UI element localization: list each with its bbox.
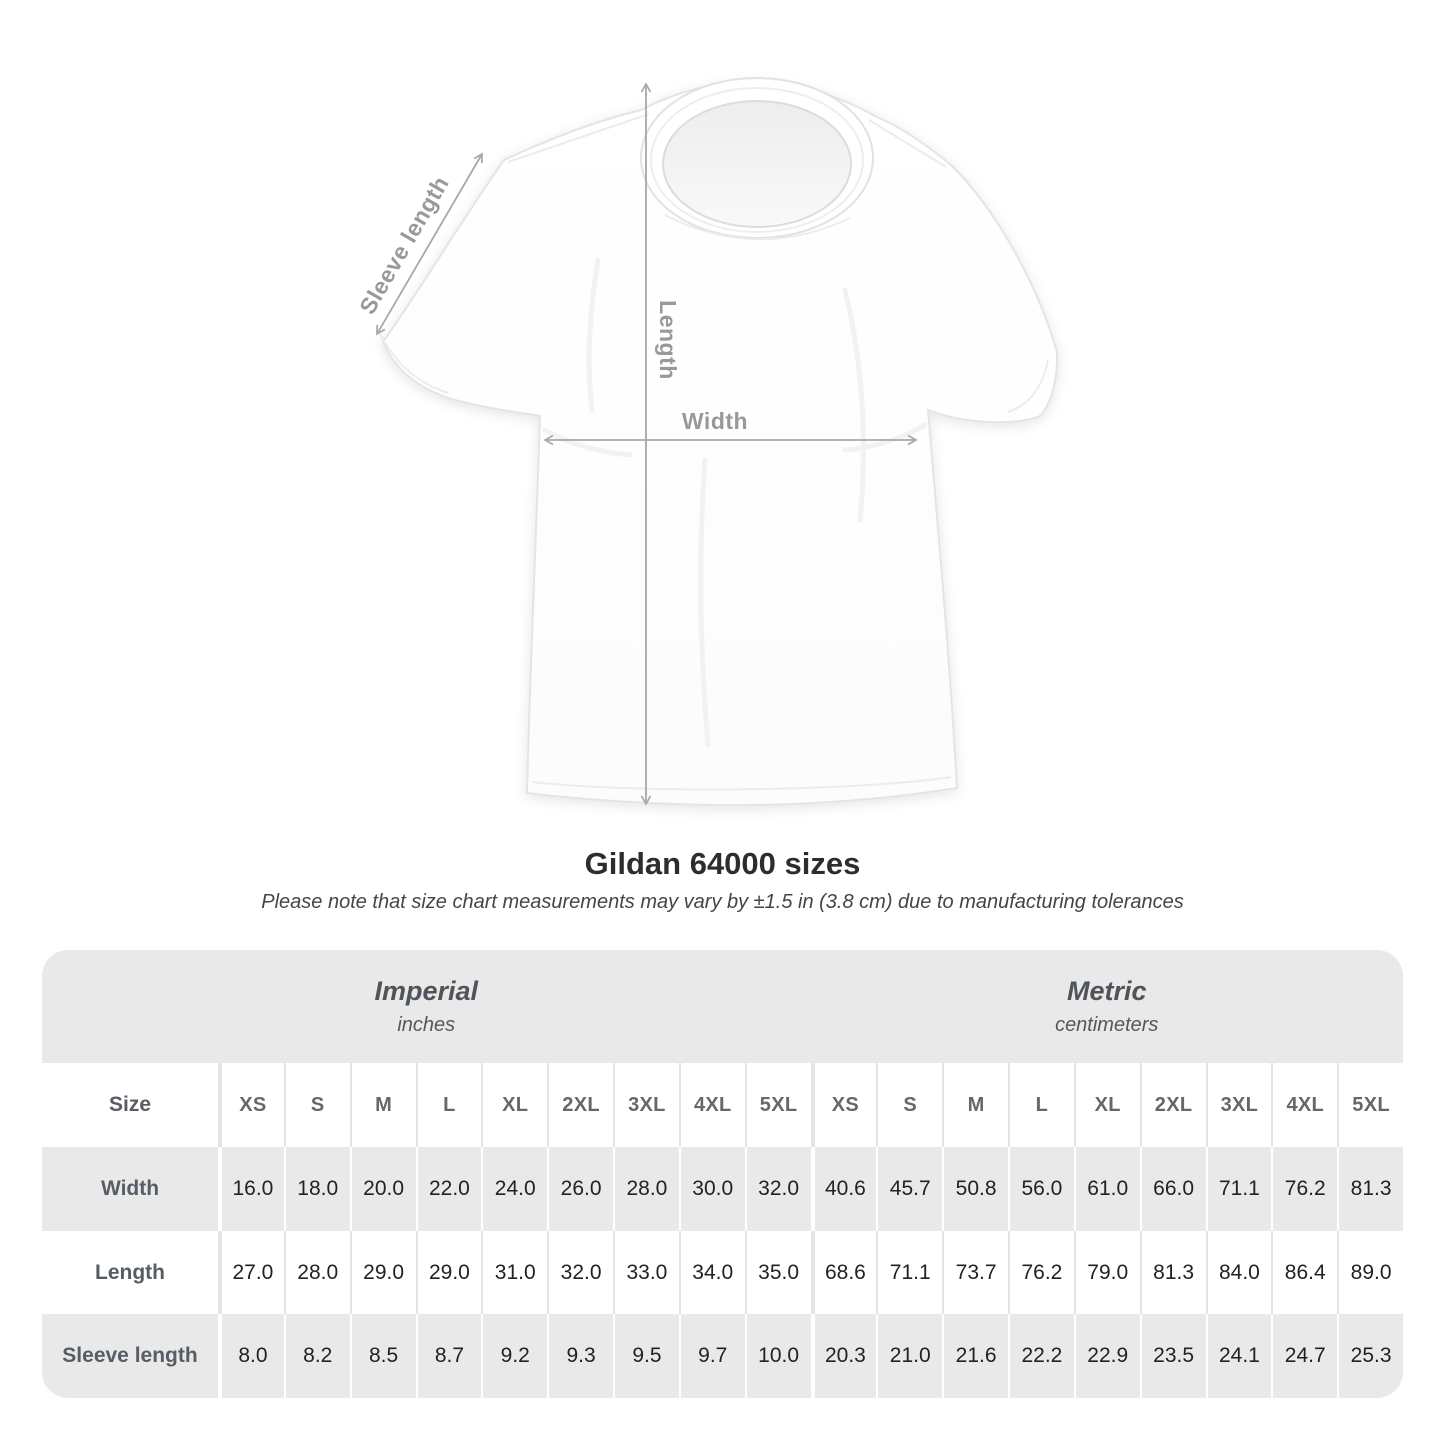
- metric-size-header: S: [876, 1063, 943, 1147]
- imperial-value-cell: 8.5: [349, 1314, 416, 1398]
- imperial-size-header: S: [283, 1063, 350, 1147]
- imperial-size-header: XL: [481, 1063, 548, 1147]
- metric-section-header: Metric centimeters: [810, 950, 1403, 1063]
- metric-value-cell: 76.2: [1271, 1147, 1338, 1231]
- metric-size-header: 5XL: [1337, 1063, 1403, 1147]
- metric-value-cell: 76.2: [1008, 1231, 1074, 1314]
- imperial-size-header: 4XL: [678, 1063, 745, 1147]
- metric-value-cell: 71.1: [1205, 1147, 1272, 1231]
- imperial-value-cell: 20.0: [349, 1147, 416, 1231]
- imperial-value-cell: 9.7: [678, 1314, 745, 1398]
- imperial-value-cell: 9.2: [481, 1314, 548, 1398]
- metric-size-header: 3XL: [1205, 1063, 1272, 1147]
- metric-value-cell: 81.3: [1139, 1231, 1206, 1314]
- size-table: Imperial inches Metric centimeters Size X…: [42, 950, 1403, 1398]
- imperial-value-cell: 29.0: [415, 1231, 482, 1314]
- imperial-size-header: M: [349, 1063, 416, 1147]
- imperial-size-header: 5XL: [744, 1063, 811, 1147]
- metric-value-cell: 81.3: [1337, 1147, 1403, 1231]
- metric-size-header: 2XL: [1139, 1063, 1206, 1147]
- metric-value-cell: 25.3: [1337, 1314, 1403, 1398]
- metric-value-cell: 73.7: [942, 1231, 1008, 1314]
- imperial-value-cell: 8.7: [415, 1314, 482, 1398]
- imperial-value-cell: 10.0: [744, 1314, 811, 1398]
- imperial-value-cell: 16.0: [218, 1147, 284, 1231]
- width-label: Width: [682, 408, 748, 434]
- imperial-value-cell: 9.5: [613, 1314, 679, 1398]
- metric-size-header: L: [1008, 1063, 1074, 1147]
- shirt-seams: [379, 113, 1049, 791]
- measurement-arrows: [376, 82, 918, 806]
- imperial-value-cell: 34.0: [678, 1231, 745, 1314]
- metric-title: Metric: [1066, 976, 1147, 1006]
- row-label: Length: [42, 1231, 218, 1314]
- metric-size-header: 4XL: [1271, 1063, 1338, 1147]
- imperial-title: Imperial: [374, 976, 479, 1006]
- metric-value-cell: 22.9: [1073, 1314, 1140, 1398]
- metric-value-cell: 24.1: [1205, 1314, 1272, 1398]
- imperial-value-cell: 24.0: [481, 1147, 548, 1231]
- metric-value-cell: 66.0: [1139, 1147, 1206, 1231]
- size-corner-label: Size: [42, 1063, 218, 1147]
- imperial-unit: inches: [397, 1014, 456, 1036]
- imperial-size-header: 3XL: [613, 1063, 679, 1147]
- metric-value-cell: 24.7: [1271, 1314, 1338, 1398]
- metric-size-header: M: [942, 1063, 1008, 1147]
- metric-value-cell: 22.2: [1008, 1314, 1074, 1398]
- imperial-size-header: 2XL: [547, 1063, 613, 1147]
- page-title: Gildan 64000 sizes: [584, 846, 861, 881]
- metric-size-header: XL: [1073, 1063, 1140, 1147]
- imperial-value-cell: 33.0: [613, 1231, 679, 1314]
- imperial-value-cell: 18.0: [283, 1147, 350, 1231]
- imperial-value-cell: 8.0: [218, 1314, 284, 1398]
- tshirt-measurement-diagram: Sleeve length Length Width: [354, 77, 1059, 807]
- metric-value-cell: 40.6: [810, 1147, 877, 1231]
- metric-value-cell: 50.8: [942, 1147, 1008, 1231]
- length-label: Length: [655, 300, 681, 380]
- imperial-value-cell: 35.0: [744, 1231, 811, 1314]
- metric-value-cell: 71.1: [876, 1231, 943, 1314]
- imperial-value-cell: 28.0: [283, 1231, 350, 1314]
- metric-value-cell: 79.0: [1073, 1231, 1140, 1314]
- metric-value-cell: 84.0: [1205, 1231, 1272, 1314]
- imperial-section-header: Imperial inches: [42, 950, 811, 1063]
- imperial-value-cell: 29.0: [349, 1231, 416, 1314]
- metric-size-header: XS: [810, 1063, 877, 1147]
- imperial-value-cell: 26.0: [547, 1147, 613, 1231]
- imperial-value-cell: 9.3: [547, 1314, 613, 1398]
- imperial-value-cell: 8.2: [283, 1314, 350, 1398]
- imperial-value-cell: 30.0: [678, 1147, 745, 1231]
- metric-value-cell: 45.7: [876, 1147, 943, 1231]
- tshirt-graphic: [379, 77, 1059, 807]
- row-label: Sleeve length: [42, 1314, 218, 1398]
- imperial-value-cell: 27.0: [218, 1231, 284, 1314]
- metric-unit: centimeters: [1055, 1014, 1159, 1036]
- imperial-value-cell: 32.0: [547, 1231, 613, 1314]
- imperial-size-header: XS: [218, 1063, 284, 1147]
- sleeve-length-arrow: [376, 152, 483, 336]
- row-label: Width: [42, 1147, 218, 1231]
- metric-value-cell: 68.6: [810, 1231, 877, 1314]
- tolerance-note: Please note that size chart measurements…: [261, 891, 1184, 913]
- collar-inner: [662, 100, 852, 228]
- imperial-value-cell: 28.0: [613, 1147, 679, 1231]
- imperial-value-cell: 32.0: [744, 1147, 811, 1231]
- metric-value-cell: 89.0: [1337, 1231, 1403, 1314]
- metric-value-cell: 86.4: [1271, 1231, 1338, 1314]
- imperial-size-header: L: [415, 1063, 482, 1147]
- metric-value-cell: 56.0: [1008, 1147, 1074, 1231]
- imperial-value-cell: 22.0: [415, 1147, 482, 1231]
- metric-value-cell: 61.0: [1073, 1147, 1140, 1231]
- metric-value-cell: 20.3: [810, 1314, 877, 1398]
- metric-value-cell: 23.5: [1139, 1314, 1206, 1398]
- metric-value-cell: 21.0: [876, 1314, 943, 1398]
- metric-value-cell: 21.6: [942, 1314, 1008, 1398]
- imperial-value-cell: 31.0: [481, 1231, 548, 1314]
